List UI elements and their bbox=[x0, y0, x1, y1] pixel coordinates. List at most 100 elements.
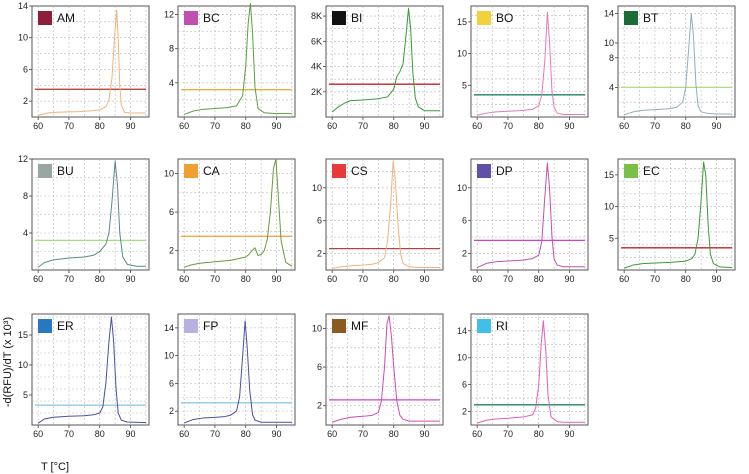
x-tick-label: 60 bbox=[619, 121, 629, 131]
panel-ec: 5 10 15 60 70 80 90 EC bbox=[604, 158, 736, 284]
panel-bt: 4 8 10 14 60 70 80 90 BT bbox=[604, 5, 736, 131]
y-tick-label: 14 bbox=[18, 1, 28, 11]
panel-label: FP bbox=[203, 319, 218, 333]
panel-er: 5 10 15 60 70 80 90 ER bbox=[18, 313, 150, 439]
x-tick-label: 60 bbox=[327, 274, 337, 284]
melt-curve bbox=[37, 316, 146, 424]
panel-label: EC bbox=[643, 164, 660, 178]
melt-curve bbox=[183, 320, 292, 424]
panel-label: MF bbox=[351, 319, 368, 333]
x-tick-label: 80 bbox=[681, 274, 691, 284]
x-tick-label: 80 bbox=[95, 429, 105, 439]
panel-bo: 5 10 15 60 70 80 90 BO bbox=[457, 5, 589, 131]
x-tick-label: 90 bbox=[126, 121, 136, 131]
y-tick-label: 10 bbox=[164, 351, 174, 361]
y-tick-label: 4 bbox=[609, 82, 614, 92]
x-tick-label: 90 bbox=[565, 121, 575, 131]
y-tick-label: 6 bbox=[317, 216, 322, 226]
x-tick-label: 80 bbox=[389, 429, 399, 439]
x-tick-label: 60 bbox=[472, 429, 482, 439]
x-tick-label: 80 bbox=[534, 121, 544, 131]
legend-swatch bbox=[332, 11, 346, 25]
legend-swatch bbox=[624, 11, 638, 25]
x-tick-label: 60 bbox=[179, 429, 189, 439]
x-tick-label: 70 bbox=[64, 429, 74, 439]
x-tick-label: 70 bbox=[503, 121, 513, 131]
y-tick-label: 8 bbox=[169, 44, 174, 54]
x-tick-label: 70 bbox=[64, 121, 74, 131]
y-tick-label: 2 bbox=[23, 96, 28, 106]
melt-curve bbox=[623, 161, 732, 269]
y-tick-label: 2 bbox=[317, 249, 322, 259]
panel-label: BU bbox=[57, 164, 74, 178]
x-tick-label: 80 bbox=[241, 429, 251, 439]
panel-bu: 4 8 12 60 70 80 90 BU bbox=[18, 154, 150, 284]
x-tick-label: 80 bbox=[95, 274, 105, 284]
y-tick-label: 5 bbox=[23, 390, 28, 400]
x-tick-label: 60 bbox=[33, 121, 43, 131]
x-tick-label: 90 bbox=[712, 121, 722, 131]
x-tick-label: 80 bbox=[534, 274, 544, 284]
legend-swatch bbox=[624, 164, 638, 178]
y-tick-label: 8 bbox=[609, 53, 614, 63]
x-tick-label: 90 bbox=[420, 429, 430, 439]
melt-curve bbox=[477, 11, 585, 116]
legend-swatch bbox=[38, 164, 52, 178]
x-tick-label: 80 bbox=[95, 121, 105, 131]
panel-ca: 2 6 10 60 70 80 90 CA bbox=[164, 158, 296, 284]
y-tick-label: 12 bbox=[18, 154, 28, 164]
panel-label: BI bbox=[351, 11, 362, 25]
y-tick-label: 5 bbox=[609, 233, 614, 243]
panel-dp: 2 6 10 60 70 80 90 DP bbox=[457, 158, 589, 284]
y-tick-label: 2 bbox=[462, 407, 467, 417]
panel-fp: 2 6 10 14 60 70 80 90 FP bbox=[164, 313, 296, 439]
y-tick-label: 8K bbox=[311, 11, 322, 21]
legend-swatch bbox=[184, 164, 198, 178]
x-tick-label: 90 bbox=[565, 274, 575, 284]
y-tick-label: 6K bbox=[311, 36, 322, 46]
x-tick-label: 60 bbox=[33, 429, 43, 439]
x-tick-label: 80 bbox=[389, 274, 399, 284]
y-tick-label: 6 bbox=[462, 380, 467, 390]
y-tick-label: 12 bbox=[164, 10, 174, 20]
y-tick-label: 10 bbox=[604, 202, 614, 212]
y-tick-label: 4K bbox=[311, 62, 322, 72]
x-tick-label: 70 bbox=[650, 274, 660, 284]
y-tick-label: 15 bbox=[604, 170, 614, 180]
y-tick-label: 6 bbox=[317, 362, 322, 372]
y-tick-label: 10 bbox=[18, 33, 28, 43]
y-tick-label: 2 bbox=[317, 401, 322, 411]
x-tick-label: 60 bbox=[179, 121, 189, 131]
panels: 2 6 10 14 60 70 80 90 AM 4 8 12 60 70 80 90 BC 2K 4K 6K 8K 60… bbox=[18, 1, 736, 439]
x-tick-label: 60 bbox=[472, 121, 482, 131]
x-tick-label: 90 bbox=[420, 274, 430, 284]
y-tick-label: 15 bbox=[18, 330, 28, 340]
y-tick-label: 15 bbox=[457, 17, 467, 27]
melt-curve bbox=[38, 9, 146, 116]
panel-label: ER bbox=[57, 319, 74, 333]
y-tick-label: 6 bbox=[169, 378, 174, 388]
y-tick-label: 10 bbox=[312, 323, 322, 333]
y-tick-label: 6 bbox=[169, 207, 174, 217]
panel-label: RI bbox=[496, 319, 508, 333]
y-tick-label: 10 bbox=[457, 353, 467, 363]
legend-swatch bbox=[477, 11, 491, 25]
y-tick-label: 6 bbox=[23, 64, 28, 74]
y-tick-label: 10 bbox=[457, 49, 467, 59]
panel-bc: 4 8 12 60 70 80 90 BC bbox=[164, 2, 296, 131]
y-axis-label: -d(RFU)/dT (x 10³) bbox=[2, 317, 14, 407]
y-tick-label: 14 bbox=[604, 8, 614, 18]
y-tick-label: 10 bbox=[457, 183, 467, 193]
plot-frame bbox=[617, 158, 736, 271]
x-tick-label: 70 bbox=[358, 429, 368, 439]
y-tick-label: 10 bbox=[604, 38, 614, 48]
panel-bi: 2K 4K 6K 8K 60 70 80 90 BI bbox=[311, 5, 444, 131]
x-tick-label: 70 bbox=[210, 429, 220, 439]
x-tick-label: 80 bbox=[241, 274, 251, 284]
x-tick-label: 60 bbox=[619, 274, 629, 284]
x-tick-label: 60 bbox=[472, 274, 482, 284]
melt-curve bbox=[476, 162, 585, 268]
x-tick-label: 90 bbox=[272, 429, 282, 439]
melt-curve bbox=[184, 158, 293, 268]
